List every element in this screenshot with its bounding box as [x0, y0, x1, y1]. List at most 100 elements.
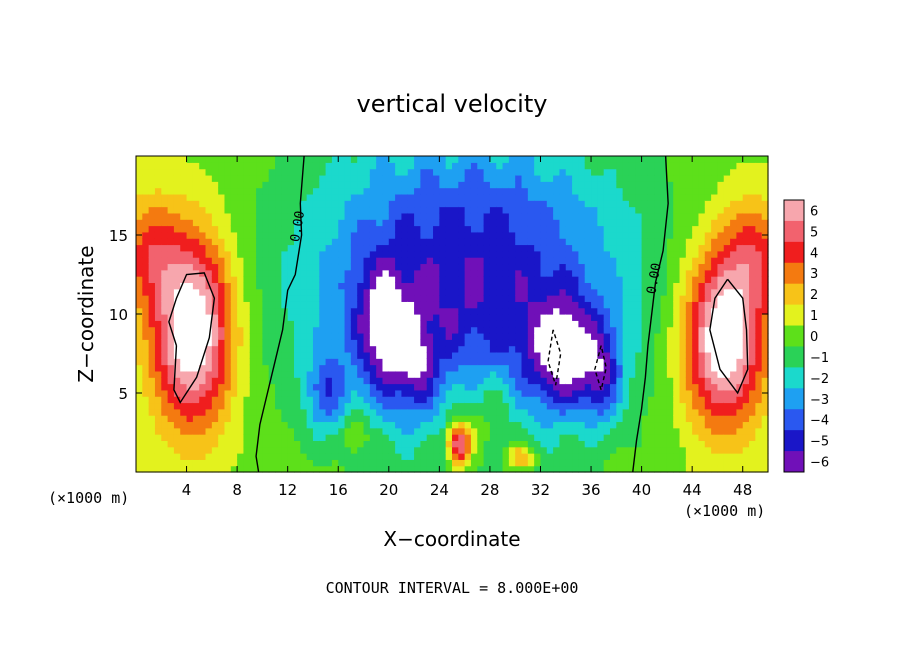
- heatmap-cell: [306, 212, 314, 220]
- heatmap-cell: [483, 307, 491, 315]
- heatmap-cell: [730, 459, 737, 467]
- heatmap-cell: [711, 402, 719, 410]
- heatmap-cell: [173, 225, 181, 233]
- heatmap-cell: [730, 174, 737, 182]
- heatmap-cell: [154, 465, 162, 473]
- heatmap-cell: [654, 212, 662, 220]
- heatmap-cell: [597, 370, 605, 378]
- heatmap-cell: [470, 358, 478, 366]
- heatmap-cell: [483, 295, 491, 302]
- heatmap-cell: [230, 156, 238, 163]
- heatmap-cell: [616, 351, 624, 359]
- heatmap-cell: [692, 288, 700, 296]
- heatmap-cell: [357, 206, 365, 214]
- heatmap-cell: [673, 187, 681, 195]
- heatmap-cell: [294, 288, 301, 296]
- heatmap-cell: [628, 288, 636, 296]
- heatmap-cell: [445, 295, 453, 302]
- heatmap-cell: [262, 238, 270, 246]
- heatmap-cell: [439, 377, 447, 385]
- heatmap-cell: [319, 269, 327, 277]
- heatmap-cell: [610, 402, 617, 410]
- heatmap-cell: [641, 358, 649, 366]
- heatmap-cell: [407, 187, 415, 195]
- heatmap-cell: [401, 238, 409, 246]
- heatmap-cell: [376, 377, 384, 385]
- heatmap-cell: [357, 282, 365, 290]
- heatmap-cell: [294, 193, 301, 201]
- heatmap-cell: [711, 156, 719, 163]
- heatmap-cell: [211, 358, 219, 366]
- heatmap-cell: [376, 351, 384, 359]
- heatmap-cell: [761, 459, 769, 467]
- heatmap-cell: [243, 200, 251, 208]
- heatmap-cell: [477, 244, 485, 252]
- heatmap-cell: [565, 377, 573, 385]
- heatmap-cell: [559, 288, 567, 296]
- heatmap-cell: [401, 257, 409, 265]
- heatmap-cell: [546, 402, 554, 410]
- heatmap-cell: [761, 250, 769, 258]
- heatmap-cell: [350, 402, 358, 410]
- heatmap-cell: [502, 314, 510, 321]
- heatmap-cell: [660, 156, 668, 163]
- heatmap-cell: [180, 320, 188, 328]
- heatmap-cell: [553, 320, 561, 328]
- heatmap-cell: [452, 219, 459, 227]
- heatmap-cell: [388, 231, 396, 239]
- heatmap-cell: [287, 156, 295, 163]
- heatmap-cell: [572, 276, 579, 283]
- heatmap-cell: [521, 339, 529, 347]
- heatmap-cell: [312, 181, 320, 189]
- heatmap-cell: [647, 320, 655, 328]
- heatmap-cell: [559, 440, 567, 448]
- heatmap-cell: [534, 358, 542, 366]
- heatmap-cell: [382, 389, 390, 397]
- heatmap-cell: [287, 263, 295, 271]
- heatmap-cell: [565, 326, 573, 334]
- heatmap-cell: [565, 168, 573, 176]
- heatmap-cell: [350, 377, 358, 385]
- heatmap-cell: [546, 231, 554, 239]
- heatmap-cell: [540, 402, 548, 410]
- heatmap-cell: [395, 288, 403, 296]
- heatmap-cell: [382, 187, 390, 195]
- heatmap-cell: [647, 402, 655, 410]
- heatmap-cell: [338, 465, 346, 473]
- heatmap-cell: [736, 307, 744, 315]
- heatmap-cell: [635, 383, 643, 391]
- heatmap-cell: [142, 377, 150, 385]
- heatmap-cell: [452, 358, 459, 366]
- heatmap-cell: [312, 396, 320, 404]
- heatmap-cell: [742, 206, 750, 214]
- heatmap-cell: [325, 345, 333, 353]
- heatmap-cell: [312, 174, 320, 182]
- heatmap-cell: [742, 156, 750, 163]
- heatmap-cell: [350, 370, 358, 378]
- heatmap-cell: [647, 225, 655, 233]
- heatmap-cell: [736, 446, 744, 454]
- heatmap-cell: [211, 383, 219, 391]
- heatmap-cell: [578, 174, 586, 182]
- heatmap-cell: [742, 446, 750, 454]
- heatmap-cell: [603, 415, 611, 423]
- heatmap-cell: [527, 181, 535, 189]
- heatmap-cell: [698, 358, 706, 366]
- heatmap-cell: [205, 250, 213, 258]
- heatmap-cell: [243, 370, 251, 378]
- heatmap-cell: [376, 168, 384, 176]
- heatmap-cell: [565, 465, 573, 473]
- heatmap-cell: [376, 326, 384, 334]
- heatmap-cell: [622, 187, 630, 195]
- heatmap-cell: [249, 446, 257, 454]
- heatmap-cell: [369, 408, 377, 416]
- heatmap-cell: [243, 459, 251, 467]
- heatmap-cell: [287, 440, 295, 448]
- heatmap-cell: [534, 282, 542, 290]
- heatmap-cell: [262, 465, 270, 473]
- heatmap-cell: [268, 174, 276, 182]
- heatmap-cell: [420, 345, 428, 353]
- heatmap-cell: [294, 440, 301, 448]
- heatmap-cell: [515, 345, 523, 353]
- heatmap-cell: [521, 332, 529, 340]
